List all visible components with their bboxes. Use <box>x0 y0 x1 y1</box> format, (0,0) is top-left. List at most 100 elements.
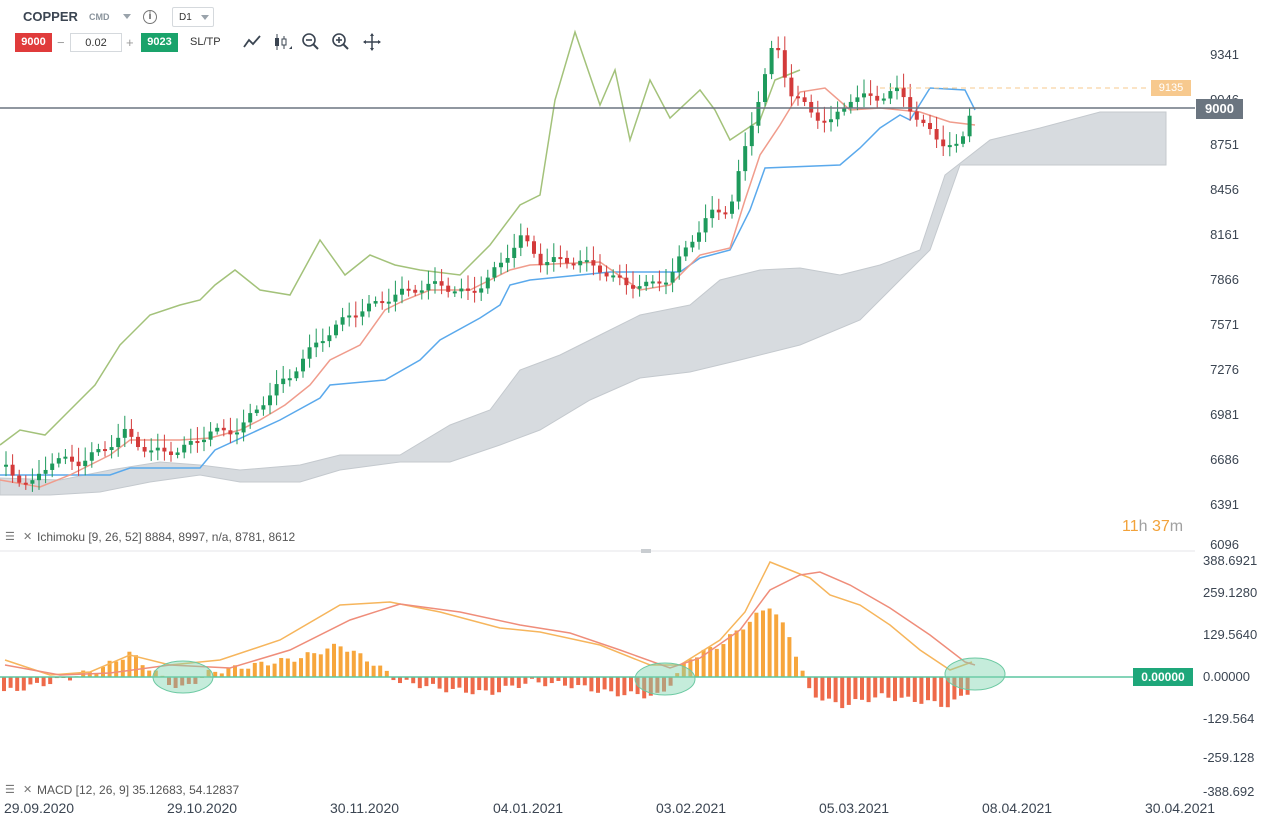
current-price-tag: 9000 <box>1196 99 1243 119</box>
symbol-name[interactable]: COPPER <box>23 9 78 24</box>
candle-body <box>129 428 134 437</box>
quantity-input[interactable]: 0.02 <box>70 33 122 52</box>
sell-button[interactable]: 9000 <box>15 33 52 52</box>
ichimoku-label[interactable]: Ichimoku [9, 26, 52] 8884, 8997, n/a, 87… <box>37 530 296 544</box>
macd-label[interactable]: MACD [12, 26, 9] 35.12683, 54.12837 <box>37 783 240 797</box>
candle-body <box>743 146 748 172</box>
macd-histogram-bar <box>285 658 290 677</box>
macd-histogram-bar <box>609 677 614 692</box>
macd-histogram-bar <box>701 649 706 677</box>
candle-body <box>466 288 470 291</box>
macd-histogram-bar <box>945 677 950 708</box>
macd-remove-icon[interactable]: ✕ <box>23 784 33 796</box>
candle-body <box>89 452 94 461</box>
macd-histogram-bar <box>226 668 231 677</box>
candle-body <box>96 449 101 453</box>
candle-body <box>419 290 424 293</box>
candle-body <box>63 456 68 459</box>
macd-histogram-bar <box>252 662 257 677</box>
zoom-out-icon[interactable] <box>301 32 321 52</box>
price-axis-label: 8456 <box>1210 182 1239 197</box>
macd-histogram-bar <box>510 677 515 686</box>
timeframe-select[interactable]: D1 <box>172 7 214 27</box>
candle-body <box>202 439 206 443</box>
candle-body <box>360 311 365 317</box>
macd-histogram-bar <box>193 677 198 684</box>
macd-histogram-bar <box>780 622 785 677</box>
buy-button[interactable]: 9023 <box>141 33 178 52</box>
candlestick-icon[interactable] <box>272 32 292 52</box>
candle-body <box>895 87 899 92</box>
macd-histogram-bar <box>800 670 805 677</box>
macd-histogram-bar <box>761 610 765 677</box>
macd-histogram-bar <box>846 677 851 705</box>
macd-histogram-bar <box>543 677 548 687</box>
crossover-highlight <box>944 657 1006 691</box>
macd-histogram-bar <box>134 655 138 677</box>
line-chart-icon[interactable] <box>242 32 262 52</box>
candle-body <box>373 301 378 304</box>
candle-body <box>76 461 81 467</box>
macd-histogram-bar <box>596 677 600 693</box>
indicator-remove-icon[interactable]: ✕ <box>23 531 33 543</box>
candle-body <box>56 458 61 464</box>
candle-body <box>301 358 305 372</box>
macd-histogram-bar <box>530 677 534 679</box>
macd-histogram-bar <box>833 677 838 703</box>
zoom-in-icon[interactable] <box>331 32 351 52</box>
indicator-settings-icon[interactable]: ☰ <box>5 531 15 543</box>
macd-histogram-bar <box>807 677 812 689</box>
candle-body <box>710 209 715 219</box>
macd-histogram-bar <box>589 677 594 692</box>
quantity-decrease-button[interactable]: − <box>57 35 65 50</box>
macd-histogram-bar <box>180 677 185 686</box>
candle-body <box>782 50 787 78</box>
candle-body <box>776 48 781 51</box>
crossover-highlight <box>152 660 214 694</box>
info-icon[interactable]: i <box>143 10 157 24</box>
candle-body <box>254 409 259 414</box>
macd-histogram-bar <box>48 677 53 685</box>
macd-histogram-bar <box>642 677 647 699</box>
candle-body <box>459 288 464 292</box>
price-axis-label: 9341 <box>1210 47 1239 62</box>
candle-body <box>697 232 701 242</box>
time-axis-label: 04.01.2021 <box>493 800 564 816</box>
candle-body <box>307 347 312 359</box>
quantity-increase-button[interactable]: + <box>126 35 134 50</box>
macd-histogram-bar <box>840 677 845 709</box>
macd-histogram-bar <box>536 677 541 683</box>
price-axis-label: 6981 <box>1210 407 1239 422</box>
macd-histogram-bar <box>2 677 6 692</box>
candle-body <box>367 303 371 312</box>
macd-histogram-bar <box>292 661 297 677</box>
candle-body <box>268 395 272 406</box>
candle-body <box>353 315 358 318</box>
candle-body <box>637 286 642 289</box>
candle-body <box>512 247 517 258</box>
macd-settings-icon[interactable]: ☰ <box>5 784 15 796</box>
time-axis-label: 29.10.2020 <box>167 800 238 816</box>
candle-body <box>472 290 477 293</box>
macd-histogram-bar <box>318 654 323 677</box>
candle-body <box>611 275 616 278</box>
macd-histogram-bar <box>305 652 310 677</box>
macd-histogram-bar <box>516 677 521 688</box>
candle-body <box>287 378 292 381</box>
candle-body <box>723 212 728 215</box>
symbol-dropdown-chevron-icon[interactable] <box>123 14 131 19</box>
crosshair-icon[interactable] <box>362 32 382 52</box>
timer-minutes: 37 <box>1151 518 1170 535</box>
sl-tp-button[interactable]: SL/TP <box>190 36 221 48</box>
macd-histogram-bar <box>668 677 673 686</box>
target-level-tag[interactable]: 9135 <box>1151 80 1191 96</box>
macd-histogram-bar <box>688 659 693 677</box>
candle-body <box>802 97 807 102</box>
candle-body <box>868 93 873 96</box>
candle-body <box>736 171 741 202</box>
macd-histogram-bar <box>41 677 46 687</box>
macd-histogram-bar <box>767 608 772 677</box>
macd-histogram-bar <box>279 657 284 677</box>
candle-body <box>789 77 794 97</box>
